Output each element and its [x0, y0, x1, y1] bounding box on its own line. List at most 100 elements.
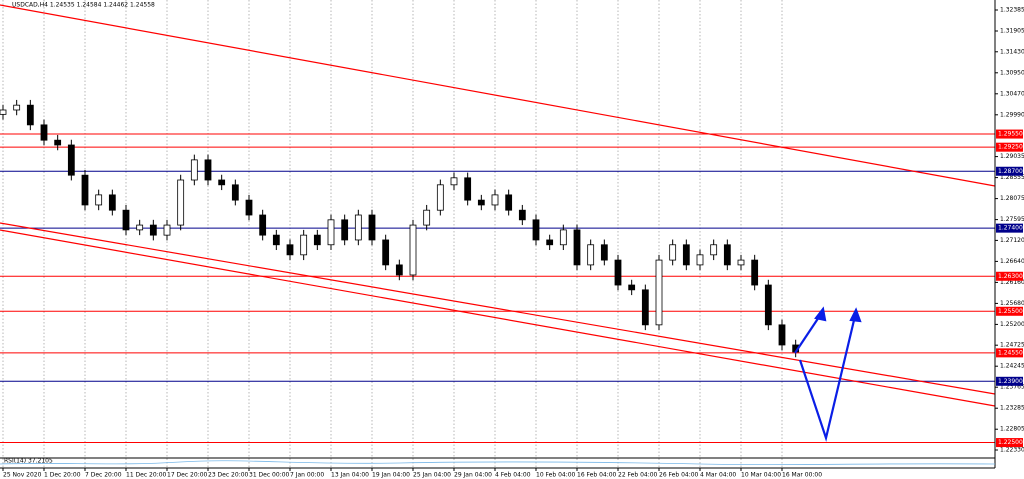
- candle-body: [245, 199, 253, 216]
- candle-body: [286, 244, 294, 256]
- price-level-label: 1.23900: [998, 378, 1023, 385]
- candle-body: [723, 244, 731, 266]
- candle-body: [0, 109, 7, 115]
- arrow-head: [849, 307, 862, 323]
- candle-body: [327, 219, 335, 246]
- y-tick-label: 1.29990: [1000, 111, 1024, 118]
- x-tick-label: 17 Dec 20:00: [167, 472, 208, 479]
- y-tick-label: 1.24245: [1000, 363, 1024, 370]
- x-tick-label: 16 Feb 04:00: [577, 472, 617, 479]
- x-tick-label: 29 Jan 04:00: [454, 472, 492, 479]
- candle-body: [13, 104, 21, 111]
- candle-body: [313, 234, 321, 246]
- candle-body: [395, 264, 403, 276]
- candle-body: [587, 244, 595, 266]
- chart-title: USDCAD,H4 1.24535 1.24584 1.24462 1.2455…: [12, 2, 155, 9]
- x-tick-label: 11 Dec 20:00: [126, 472, 167, 479]
- candle-body: [190, 159, 198, 181]
- candle-body: [368, 214, 376, 241]
- candle-body: [682, 244, 690, 266]
- candle-body: [300, 234, 308, 256]
- candle-body: [204, 159, 212, 181]
- x-tick-label: 25 Nov 2020: [3, 472, 42, 479]
- candle-body: [696, 254, 704, 266]
- candle-body: [559, 229, 567, 246]
- x-tick-label: 4 Mar 04:00: [700, 472, 736, 479]
- price-level-label: 1.29250: [998, 144, 1023, 151]
- candle-body: [600, 244, 608, 261]
- y-tick-label: 1.22330: [1000, 447, 1024, 454]
- y-tick-label: 1.30950: [1000, 69, 1024, 76]
- price-level-label: 1.22500: [998, 439, 1023, 446]
- candle-body: [409, 224, 417, 276]
- price-level-label: 1.29550: [998, 131, 1023, 138]
- x-tick-label: 10 Mar 04:00: [741, 472, 781, 479]
- candle-body: [491, 194, 499, 206]
- y-tick-label: 1.32385: [1000, 7, 1024, 14]
- candle-body: [505, 194, 513, 211]
- x-tick-label: 31 Dec 00:00: [249, 472, 290, 479]
- candle-body: [737, 259, 745, 266]
- x-tick-label: 1 Dec 20:00: [44, 472, 81, 479]
- price-level-tag: [996, 438, 1023, 448]
- indicator-line: [0, 460, 996, 466]
- candle-body: [382, 239, 390, 266]
- candle-body: [177, 179, 185, 226]
- trend-line: [0, 229, 996, 407]
- arrow-head: [814, 306, 827, 322]
- y-tick-label: 1.23285: [1000, 405, 1024, 412]
- y-tick-label: 1.30470: [1000, 90, 1024, 97]
- candle-body: [122, 209, 130, 231]
- x-tick-label: 26 Feb 04:00: [659, 472, 699, 479]
- trend-line: [0, 4, 996, 187]
- arrow: [798, 315, 857, 443]
- candle-body: [259, 214, 267, 236]
- y-tick-label: 1.23765: [1000, 384, 1024, 391]
- candle-body: [354, 214, 362, 241]
- candles: [0, 99, 800, 358]
- grid: [2, 0, 783, 468]
- candle-body: [450, 177, 458, 186]
- candle-body: [163, 224, 171, 236]
- price-level-tag: [996, 306, 1023, 316]
- candle-body: [218, 179, 226, 186]
- candle-body: [464, 177, 472, 201]
- trend-lines: [0, 4, 996, 407]
- x-tick-label: 4 Feb 04:00: [495, 472, 531, 479]
- x-tick-label: 7 Jan 00:00: [290, 472, 324, 479]
- candle-body: [231, 184, 239, 201]
- candle-body: [67, 144, 75, 176]
- x-tick-label: 10 Feb 04:00: [536, 472, 576, 479]
- price-level-label: 1.25500: [998, 308, 1023, 315]
- candle-body: [26, 104, 34, 126]
- price-level-label: 1.24550: [998, 349, 1023, 356]
- x-tick-label: 13 Jan 04:00: [331, 472, 369, 479]
- candle-body: [546, 239, 554, 246]
- y-tick-label: 1.27120: [1000, 237, 1024, 244]
- x-tick-label: 25 Jan 04:00: [413, 472, 451, 479]
- y-tick-label: 1.22805: [1000, 426, 1024, 433]
- x-tick-label: 16 Mar 00:00: [782, 472, 822, 479]
- y-tick-label: 1.31905: [1000, 28, 1024, 35]
- x-tick-label: 23 Dec 20:00: [208, 472, 249, 479]
- price-level-tag: [996, 271, 1023, 281]
- y-tick-label: 1.28555: [1000, 174, 1024, 181]
- candle-body: [136, 224, 144, 231]
- y-tick-label: 1.27595: [1000, 216, 1024, 223]
- levels: [0, 133, 995, 444]
- price-level-tag: [996, 142, 1023, 152]
- candle-body: [54, 139, 62, 146]
- candle-body: [573, 229, 581, 266]
- y-tick-label: 1.26160: [1000, 279, 1024, 286]
- price-level-label: 1.26300: [998, 273, 1023, 280]
- x-tick-label: 7 Dec 20:00: [85, 472, 122, 479]
- x-tick-label: 19 Jan 04:00: [372, 472, 410, 479]
- y-tick-label: 1.25200: [1000, 321, 1024, 328]
- candle-body: [764, 284, 772, 326]
- price-level-label: 1.28700: [998, 168, 1023, 175]
- y-tick-label: 1.24725: [1000, 342, 1024, 349]
- candle-body: [423, 209, 431, 226]
- candle-body: [40, 124, 48, 141]
